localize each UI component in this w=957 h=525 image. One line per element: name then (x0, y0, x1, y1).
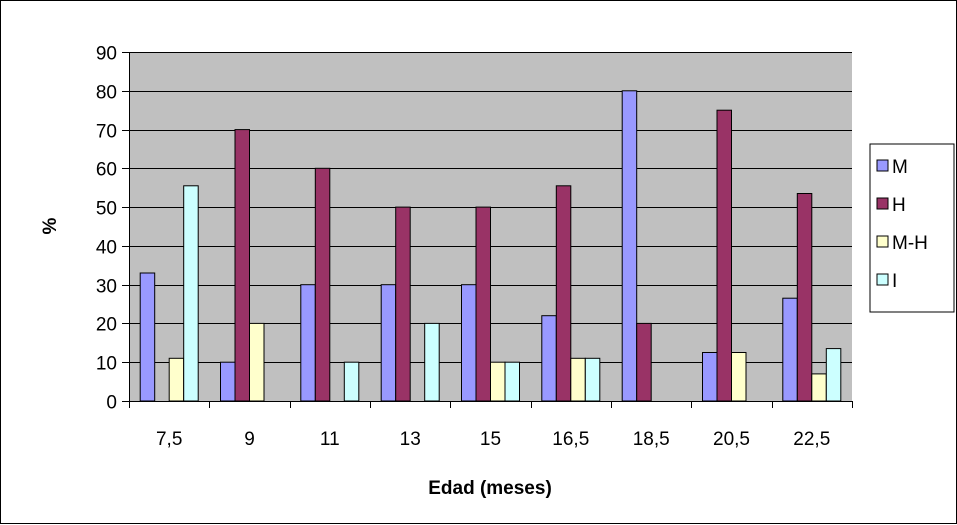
bar-m-8 (782, 297, 798, 402)
y-tick-label: 30 (96, 277, 117, 298)
y-tick-label: 40 (96, 238, 117, 259)
legend: MH M-H I (869, 143, 955, 313)
y-tick-label: 70 (96, 122, 117, 143)
bar-m-h-0 (168, 357, 185, 402)
x-tick-label: 7,5 (156, 429, 182, 450)
x-tick-label: 13 (400, 429, 421, 450)
bar-i-8 (825, 348, 842, 402)
bar-h-8 (796, 193, 813, 402)
bar-m-7 (702, 352, 718, 402)
bar-i-2 (343, 361, 360, 402)
bar-m-h-4 (490, 361, 506, 402)
bar-m-1 (220, 361, 236, 402)
axes (122, 52, 853, 408)
x-tick-label: 11 (320, 429, 340, 450)
bar-m-h-8 (811, 373, 827, 402)
legend-swatch-h (876, 197, 889, 210)
x-tick-label: 15 (480, 429, 501, 450)
legend-label-m: M (892, 157, 908, 178)
bar-i-3 (424, 322, 440, 402)
bar-m-0 (139, 272, 156, 402)
legend-swatch-m-h (876, 235, 889, 248)
bar-h-7 (716, 109, 732, 402)
y-tick-label: 0 (106, 393, 117, 414)
x-tick-label: 9 (244, 429, 255, 450)
y-tick-label: 80 (96, 83, 117, 104)
x-tick-label: 20,5 (713, 429, 750, 450)
legend-items: MH M-H I (876, 157, 928, 292)
tick-labels: 0 10 20 30 40 50 60 70 80 90 7,5 9 11 13 15 16,5 18,5 20,… (96, 44, 830, 451)
x-tick-label: 16,5 (552, 429, 589, 450)
bar-h-3 (395, 206, 411, 402)
bar-m-3 (380, 284, 397, 402)
bar-m-5 (541, 315, 557, 402)
bar-h-4 (475, 206, 491, 402)
bar-h-1 (234, 129, 250, 402)
legend-label-m-h: M-H (892, 233, 928, 254)
bar-i-4 (504, 361, 520, 402)
legend-label-h: H (892, 195, 906, 216)
bar-i-5 (584, 357, 601, 402)
legend-swatch-m (876, 159, 889, 172)
bar-m-h-7 (731, 352, 747, 402)
y-tick-label: 50 (96, 199, 117, 220)
legend-label-i: I (892, 271, 897, 292)
y-tick-label: 90 (96, 44, 117, 65)
bar-m-6 (621, 90, 638, 402)
x-axis-title: Edad (meses) (428, 478, 552, 499)
bar-h-6 (636, 322, 652, 402)
bar-h-5 (555, 185, 572, 402)
bar-m-4 (461, 284, 477, 402)
bar-m-h-1 (249, 322, 265, 402)
y-tick-label: 60 (96, 160, 117, 181)
bar-m-h-5 (570, 357, 586, 402)
bar-m-2 (300, 284, 316, 402)
y-tick-label: 10 (96, 354, 117, 375)
y-axis-title: % (40, 217, 61, 234)
x-tick-label: 22,5 (793, 429, 830, 450)
legend-swatch-i (876, 273, 889, 286)
bar-i-0 (183, 185, 199, 402)
bar-h-2 (314, 167, 331, 402)
x-tick-label: 18,5 (633, 429, 670, 450)
bars (139, 90, 842, 402)
y-tick-label: 20 (96, 315, 117, 336)
